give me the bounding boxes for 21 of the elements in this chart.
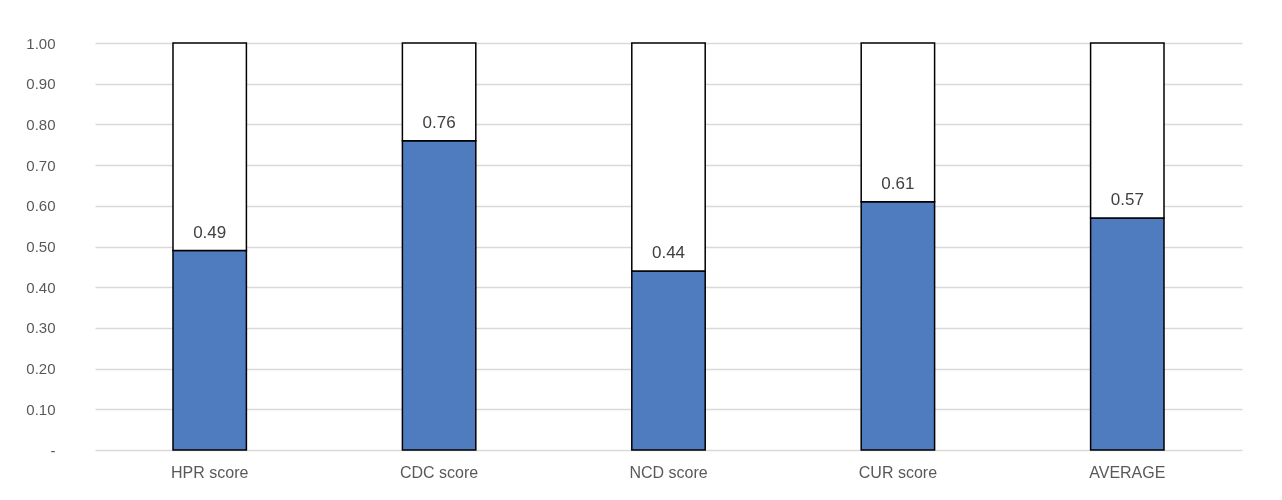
x-tick-label: NCD score bbox=[629, 463, 708, 481]
y-tick-label: 0.80 bbox=[26, 115, 56, 133]
x-tick-label: CUR score bbox=[858, 463, 938, 481]
y-tick-label: - bbox=[50, 441, 56, 459]
data-label: 0.57 bbox=[1110, 190, 1144, 210]
y-tick-label: 0.20 bbox=[26, 360, 56, 378]
data-label: 0.49 bbox=[193, 222, 227, 242]
y-tick-label: 0.90 bbox=[26, 75, 56, 93]
data-label: 0.61 bbox=[881, 173, 915, 193]
y-tick-label: 0.40 bbox=[26, 278, 56, 296]
x-tick-label: HPR score bbox=[171, 463, 249, 481]
y-tick-label: 0.60 bbox=[26, 197, 56, 215]
y-tick-label: 0.70 bbox=[26, 156, 56, 174]
y-tick-label: 0.50 bbox=[26, 238, 56, 255]
data-label: 0.44 bbox=[651, 242, 686, 262]
x-tick-label: CDC score bbox=[399, 463, 479, 481]
y-tick-label: 0.10 bbox=[26, 400, 56, 418]
y-tick-label: 0.30 bbox=[26, 319, 56, 337]
data-label: 0.76 bbox=[422, 112, 456, 132]
x-tick-label: AVERAGE bbox=[1089, 463, 1166, 481]
y-tick-label: 1.00 bbox=[26, 34, 56, 52]
